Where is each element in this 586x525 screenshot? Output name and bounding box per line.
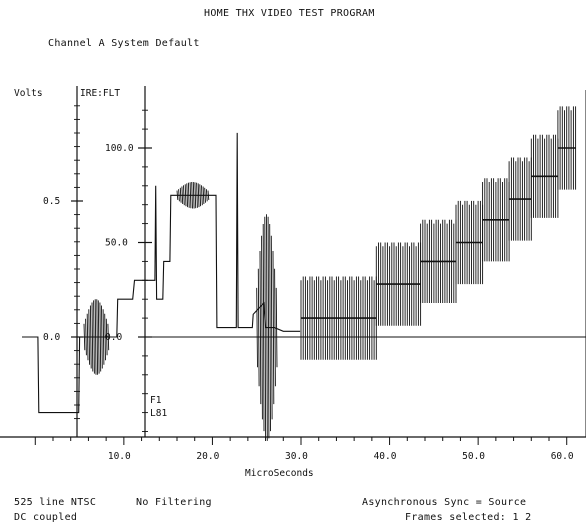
- color-burst: [83, 299, 110, 375]
- annotation-field: F1: [150, 395, 162, 406]
- ire-tick-label: 100.0: [105, 143, 134, 154]
- channel-label: Channel A System Default: [48, 38, 200, 49]
- volts-axis-label: Volts: [14, 88, 43, 99]
- volts-tick-label: 0.0: [43, 332, 60, 343]
- ire-axis-label: IRE:FLT: [80, 88, 120, 99]
- footer-sync: Asynchronous Sync = Source: [362, 497, 527, 508]
- annotation-line: L81: [150, 408, 167, 419]
- x-tick-label: 10.0: [108, 451, 131, 462]
- x-tick-label: 40.0: [374, 451, 397, 462]
- x-tick-label: 60.0: [551, 451, 574, 462]
- ire-tick-label: 0.0: [105, 332, 122, 343]
- x-tick-label: 20.0: [196, 451, 219, 462]
- x-tick-label: 50.0: [462, 451, 485, 462]
- x-tick-label: 30.0: [285, 451, 308, 462]
- program-title: HOME THX VIDEO TEST PROGRAM: [204, 8, 375, 19]
- footer-coupling: DC coupled: [14, 512, 78, 523]
- x-axis-label: MicroSeconds: [245, 468, 314, 479]
- multiburst-packet: [256, 214, 278, 441]
- ire-tick-label: 50.0: [105, 238, 128, 249]
- multiburst-packet: [176, 181, 210, 209]
- footer-standard: 525 line NTSC: [14, 497, 97, 508]
- footer-filtering: No Filtering: [136, 497, 212, 508]
- footer-frames: Frames selected: 1 2: [405, 512, 532, 523]
- volts-tick-label: 0.5: [43, 196, 60, 207]
